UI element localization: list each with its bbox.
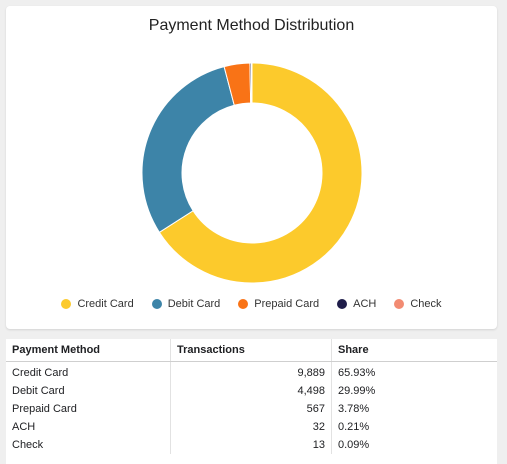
legend-label: Prepaid Card: [254, 298, 320, 310]
legend-label: Check: [410, 298, 442, 310]
slice-credit-card[interactable]: [158, 62, 363, 284]
cell-share: 3.78%: [338, 403, 370, 415]
cell-transactions: 32: [170, 418, 332, 436]
table-row: Check 13 0.09%: [6, 436, 497, 454]
cell-method: Prepaid Card: [6, 400, 171, 418]
table-header-row: Payment Method Transactions Share: [6, 339, 497, 362]
legend-swatch: [394, 299, 405, 309]
column-header-payment-method[interactable]: Payment Method: [6, 339, 171, 362]
legend-item-credit-card[interactable]: Credit Card: [61, 298, 134, 310]
slice-debit-card[interactable]: [141, 65, 235, 234]
chart-card: Payment Method Distribution Credit Card D…: [6, 6, 497, 329]
chart-title: Payment Method Distribution: [148, 17, 355, 34]
cell-method: Debit Card: [6, 382, 171, 400]
cell-transactions: 9,889: [170, 361, 332, 382]
cell-share: 0.21%: [338, 421, 370, 433]
data-table: Payment Method Transactions Share Credit…: [6, 339, 497, 464]
chart-legend: Credit Card Debit Card Prepaid Card ACH Chec…: [6, 298, 497, 310]
legend-item-ach[interactable]: ACH: [337, 298, 376, 310]
slice-check[interactable]: [250, 62, 253, 104]
cell-method: Check: [6, 436, 171, 454]
legend-label: ACH: [353, 298, 377, 310]
table-row: Debit Card 4,498 29.99%: [6, 382, 497, 400]
cell-share: 65.93%: [338, 367, 376, 379]
cell-transactions: 13: [170, 436, 332, 454]
cell-method: ACH: [6, 418, 171, 436]
legend-label: Credit Card: [77, 298, 134, 310]
table-row: ACH 32 0.21%: [6, 418, 497, 436]
legend-label: Debit Card: [167, 298, 221, 310]
column-header-share[interactable]: Share: [331, 339, 497, 362]
legend-swatch: [151, 299, 162, 309]
table-row: Credit Card 9,889 65.93%: [6, 361, 497, 382]
legend-item-prepaid-card[interactable]: Prepaid Card: [238, 298, 319, 310]
legend-swatch: [238, 299, 249, 309]
cell-share: 29.99%: [338, 385, 376, 397]
legend-swatch: [61, 299, 72, 309]
legend-item-check[interactable]: Check: [394, 298, 442, 310]
cell-method: Credit Card: [6, 361, 171, 382]
legend-swatch: [337, 299, 348, 309]
cell-transactions: 567: [170, 400, 332, 418]
donut-chart: [141, 62, 363, 284]
table-row: Prepaid Card 567 3.78%: [6, 400, 497, 418]
cell-transactions: 4,498: [170, 382, 332, 400]
legend-item-debit-card[interactable]: Debit Card: [151, 298, 221, 310]
cell-share: 0.09%: [338, 439, 370, 451]
column-header-transactions[interactable]: Transactions: [170, 339, 332, 362]
